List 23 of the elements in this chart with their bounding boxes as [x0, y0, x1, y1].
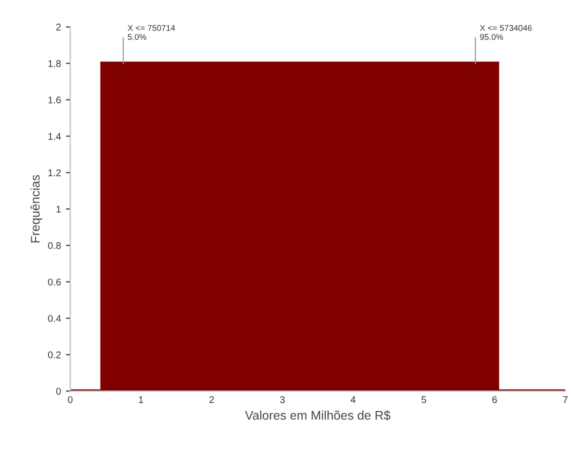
- x-tick-label: 6: [492, 396, 497, 404]
- y-tick-label: 1.4: [48, 133, 61, 140]
- y-tick-label: 1.6: [48, 96, 61, 104]
- x-tick-label: 1: [138, 396, 144, 403]
- x-tick-label: 5: [422, 396, 426, 404]
- y-tick-label: 0.4: [48, 314, 61, 322]
- y-tick-label: 1: [56, 206, 61, 213]
- x-tick-label: 0: [68, 396, 73, 404]
- x-tick-label: 7: [563, 396, 568, 403]
- x-axis-title: Valores em Milhões de R$: [244, 410, 390, 420]
- y-tick-label: 1.8: [48, 60, 61, 67]
- annotation: X <= 5734046 95.0%: [480, 24, 532, 40]
- y-tick-label: 0.8: [48, 242, 61, 250]
- y-tick-label: 0.2: [48, 351, 61, 358]
- x-tick-label: 2: [209, 396, 214, 403]
- y-tick-label: 2: [56, 24, 61, 30]
- x-tick-label: 4: [350, 396, 356, 403]
- annotation: X <= 750714 5.0%: [128, 24, 176, 40]
- y-axis-title: Frequências: [30, 175, 42, 242]
- x-tick-label: 3: [280, 396, 285, 404]
- y-tick-label: 0: [56, 388, 61, 395]
- y-tick-label: 0.6: [48, 278, 61, 286]
- y-tick-label: 1.2: [48, 169, 61, 176]
